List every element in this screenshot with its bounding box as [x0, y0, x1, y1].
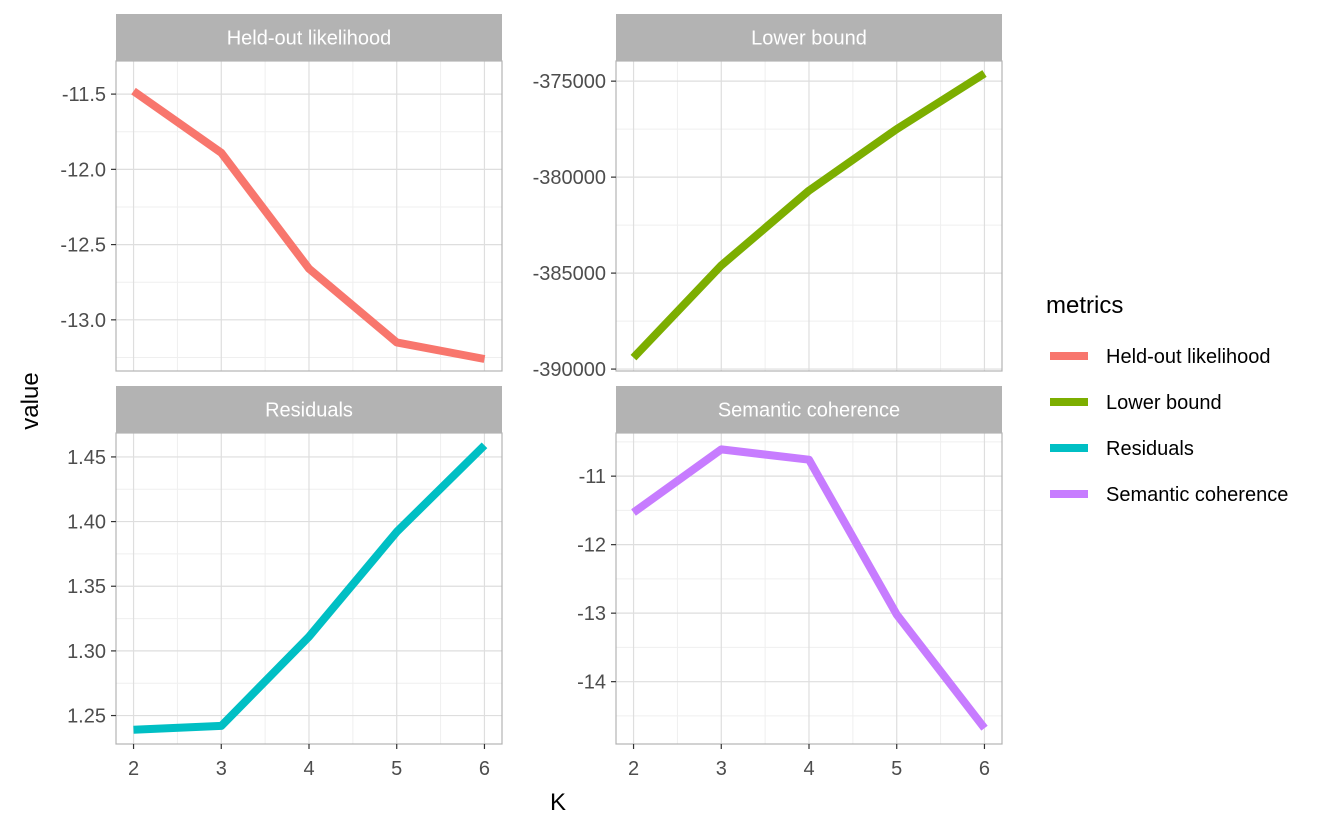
facet-panel: Held-out likelihood -13.0 -12.5 -12.0 -11.5: [60, 14, 503, 372]
legend-title: metrics: [1046, 292, 1123, 319]
legend-item: Held-out likelihood: [1050, 346, 1271, 368]
y-tick-label: -375000: [533, 71, 606, 93]
legend-label: Semantic coherence: [1106, 484, 1288, 506]
facet-strip: [116, 14, 502, 61]
legend-items: Held-out likelihood Lower bound Residuals S…: [1050, 346, 1288, 506]
y-tick-label: -12: [577, 535, 606, 557]
series-line: [631, 445, 988, 731]
series-line: [131, 87, 486, 363]
y-tick-label: -12.0: [60, 159, 106, 181]
facet-strip: [616, 386, 1002, 433]
facet-panel: Lower bound -390000 -385000 -380000 -375000: [533, 14, 1003, 381]
y-tick-label: 1.25: [67, 706, 106, 728]
legend-label: Lower bound: [1106, 392, 1222, 414]
facet-panel: Residuals 1.25 1.30 1.35 1.40 1.45 2 3 4 5 6: [67, 386, 503, 780]
facet-strip-label: Semantic coherence: [718, 400, 900, 422]
x-tick-label: 5: [891, 758, 902, 780]
panel-border: [615, 60, 1003, 372]
x-axis-title: K: [550, 789, 566, 816]
facet-strip: [616, 14, 1002, 61]
facet-strip-label: Lower bound: [751, 28, 867, 50]
panel-border: [115, 60, 503, 372]
y-tick-label: -380000: [533, 167, 606, 189]
y-tick-label: -11.5: [62, 84, 106, 106]
y-tick-label: -13.0: [60, 310, 106, 332]
panels-layer: Held-out likelihood -13.0 -12.5 -12.0 -11.5 L…: [60, 14, 1003, 780]
x-tick-label: 3: [216, 758, 227, 780]
y-tick-label: 1.35: [67, 576, 106, 598]
x-tick-label: 2: [628, 758, 639, 780]
y-tick-label: -11: [579, 466, 606, 488]
legend-label: Residuals: [1106, 438, 1194, 460]
facet-strip-label: Residuals: [265, 400, 353, 422]
y-tick-label: -385000: [533, 263, 606, 285]
legend-label: Held-out likelihood: [1106, 346, 1271, 368]
y-tick-label: -12.5: [60, 235, 106, 257]
legend-item: Lower bound: [1050, 392, 1222, 414]
x-tick-label: 5: [391, 758, 402, 780]
x-tick-label: 6: [979, 758, 990, 780]
y-tick-label: 1.45: [67, 447, 106, 469]
x-tick-label: 4: [803, 758, 814, 780]
legend-item: Semantic coherence: [1050, 484, 1288, 506]
facet-panel: Semantic coherence -14 -13 -12 -11 2 3 4 5 6: [577, 386, 1003, 780]
facet-strip-label: Held-out likelihood: [227, 28, 392, 50]
y-tick-label: -13: [577, 603, 606, 625]
facet-strip: [116, 386, 502, 433]
series-line: [630, 70, 987, 361]
y-tick-label: 1.30: [67, 641, 106, 663]
x-tick-label: 2: [128, 758, 139, 780]
legend: metrics Held-out likelihood Lower bound Re…: [1046, 292, 1288, 506]
series-line: [133, 442, 488, 734]
y-tick-label: 1.40: [67, 512, 106, 534]
x-tick-label: 4: [303, 758, 314, 780]
x-tick-label: 3: [716, 758, 727, 780]
y-tick-label: -390000: [533, 359, 606, 381]
legend-item: Residuals: [1050, 438, 1194, 460]
y-axis-title: value: [17, 372, 44, 429]
x-tick-label: 6: [479, 758, 490, 780]
y-tick-label: -14: [577, 672, 606, 694]
